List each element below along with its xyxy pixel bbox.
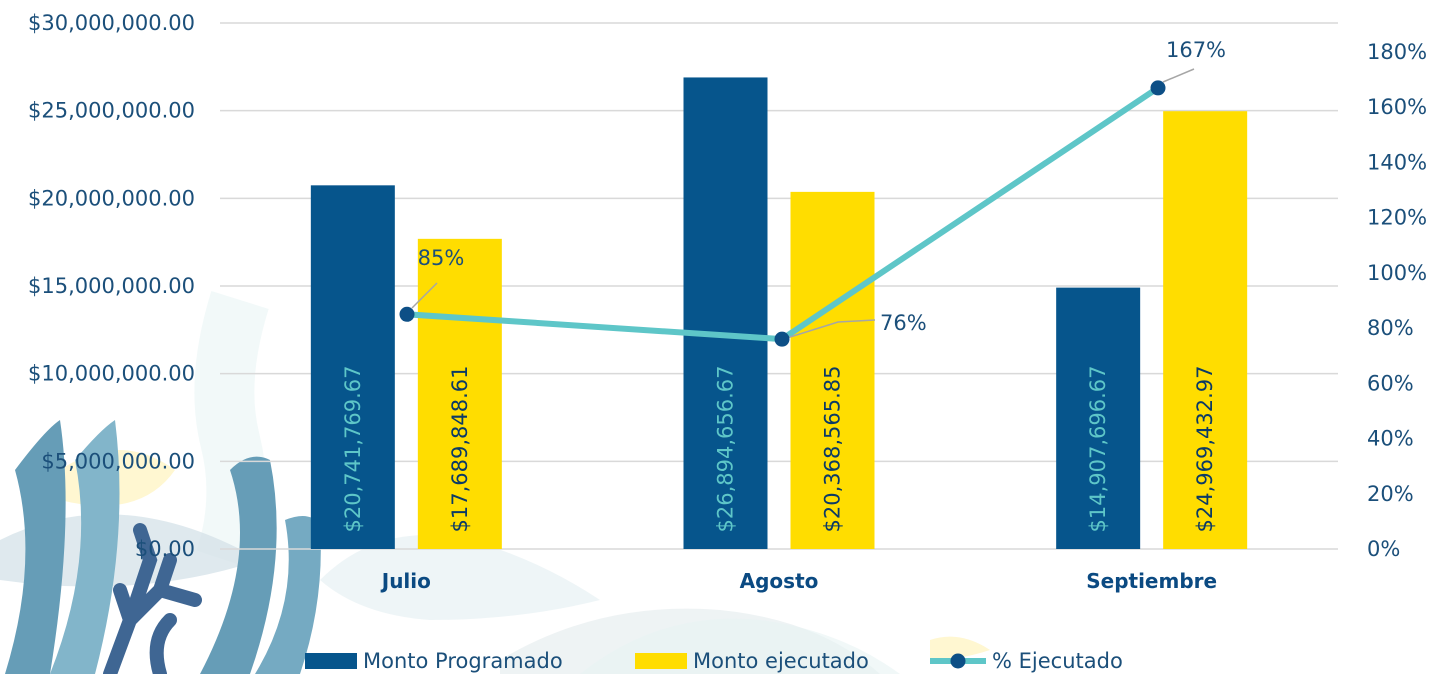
right-tick-label: 20% bbox=[1367, 482, 1414, 506]
right-tick-label: 80% bbox=[1367, 316, 1414, 340]
left-tick-label: $5,000,000.00 bbox=[41, 449, 195, 473]
bar-data-label: $17,689,848.61 bbox=[448, 366, 472, 533]
bar-data-label: $26,894,656.67 bbox=[714, 366, 738, 533]
line-marker bbox=[774, 331, 790, 347]
category-label: Septiembre bbox=[1086, 569, 1217, 593]
bar-data-label: $14,907,696.67 bbox=[1086, 366, 1110, 533]
bar bbox=[417, 238, 502, 549]
bar bbox=[1163, 111, 1248, 549]
bar-data-label: $24,969,432.97 bbox=[1193, 366, 1217, 533]
leader-line bbox=[1162, 68, 1195, 83]
right-tick-label: 40% bbox=[1367, 427, 1414, 451]
bar bbox=[310, 185, 395, 549]
line-marker bbox=[399, 306, 415, 322]
legend-label: Monto Programado bbox=[363, 649, 563, 673]
gridlines bbox=[220, 22, 1338, 550]
point-data-label: 167% bbox=[1166, 38, 1226, 62]
left-tick-label: $20,000,000.00 bbox=[28, 186, 195, 210]
left-tick-label: $0.00 bbox=[135, 537, 195, 561]
category-axis: Julio Agosto Septiembre bbox=[380, 569, 1217, 593]
right-tick-label: 100% bbox=[1367, 261, 1427, 285]
category-label: Agosto bbox=[740, 569, 819, 593]
legend-label: % Ejecutado bbox=[992, 649, 1123, 673]
right-tick-label: 0% bbox=[1367, 537, 1400, 561]
legend-label: Monto ejecutado bbox=[693, 649, 869, 673]
bar bbox=[1056, 287, 1141, 549]
right-axis: 0% 20% 40% 60% 80% 100% 120% 140% 160% 180% bbox=[1367, 40, 1427, 561]
leader-line bbox=[786, 319, 876, 339]
left-tick-label: $15,000,000.00 bbox=[28, 274, 195, 298]
right-tick-label: 60% bbox=[1367, 371, 1414, 395]
bars: $20,741,769.67 $17,689,848.61 $26,894,656.… bbox=[310, 77, 1248, 549]
point-data-label: 85% bbox=[418, 246, 465, 270]
line-series: 85% 76% 167% bbox=[399, 38, 1226, 347]
legend: Monto Programado Monto ejecutado % Ejecuta… bbox=[305, 649, 1123, 673]
legend-marker bbox=[950, 653, 966, 669]
bar bbox=[683, 77, 768, 549]
right-tick-label: 140% bbox=[1367, 150, 1427, 174]
left-axis: $0.00 $5,000,000.00 $10,000,000.00 $15,000,… bbox=[28, 11, 195, 561]
right-tick-label: 120% bbox=[1367, 206, 1427, 230]
point-data-label: 76% bbox=[880, 311, 927, 335]
background-decoration bbox=[0, 291, 990, 674]
bar-data-label: $20,368,565.85 bbox=[821, 366, 845, 533]
legend-swatch bbox=[635, 653, 687, 669]
left-tick-label: $10,000,000.00 bbox=[28, 362, 195, 386]
category-label: Julio bbox=[380, 569, 431, 593]
bar-data-label: $20,741,769.67 bbox=[341, 366, 365, 533]
leader-line bbox=[411, 282, 438, 309]
legend-swatch bbox=[305, 653, 357, 669]
line-marker bbox=[1150, 80, 1166, 96]
left-tick-label: $30,000,000.00 bbox=[28, 11, 195, 35]
right-tick-label: 160% bbox=[1367, 95, 1427, 119]
right-tick-label: 180% bbox=[1367, 40, 1427, 64]
left-tick-label: $25,000,000.00 bbox=[28, 99, 195, 123]
bar bbox=[790, 191, 875, 549]
line-path bbox=[406, 85, 1160, 343]
